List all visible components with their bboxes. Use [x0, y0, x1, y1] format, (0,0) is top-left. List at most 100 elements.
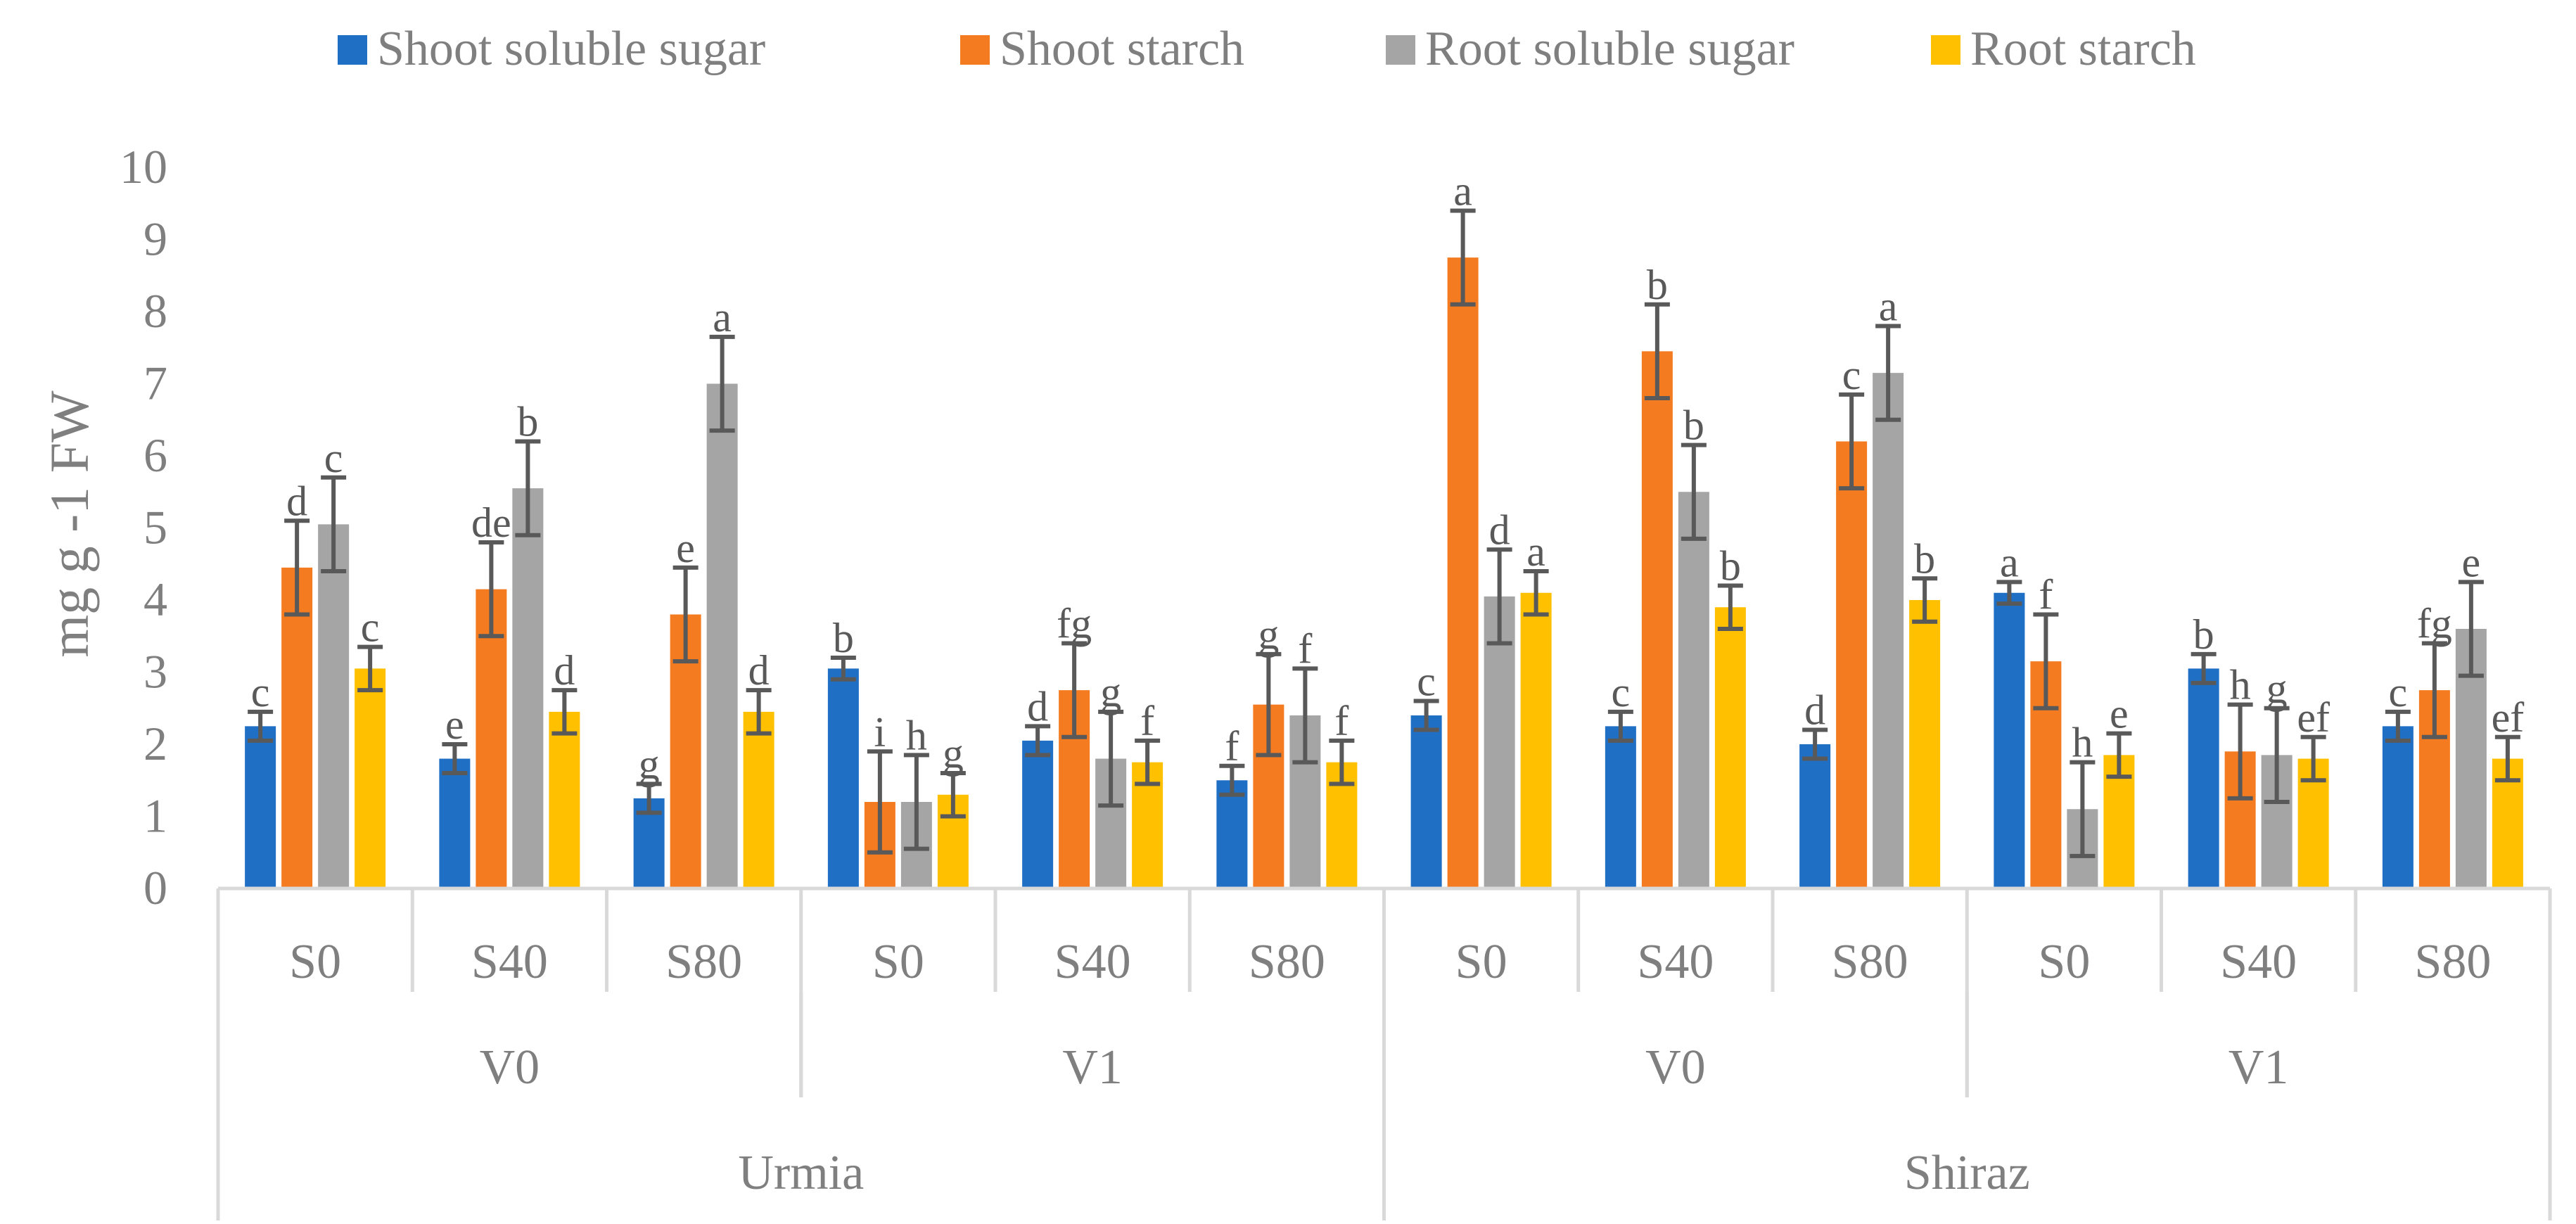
significance-letter: f: [1334, 698, 1348, 744]
bar: [1994, 592, 2025, 888]
bar: [2188, 668, 2219, 888]
bar: [1836, 441, 1868, 888]
significance-letter: d: [1027, 683, 1048, 729]
y-tick-label: 3: [144, 645, 167, 699]
y-tick-label: 0: [144, 861, 167, 914]
significance-letter: e: [2110, 691, 2129, 737]
significance-letter: c: [251, 669, 270, 715]
bar: [1520, 592, 1552, 888]
significance-letter: fg: [2417, 601, 2452, 647]
significance-letter: b: [1647, 262, 1668, 308]
significance-letter: b: [2193, 611, 2214, 658]
legend: Shoot soluble sugar Shoot starch Root solu…: [338, 22, 2196, 76]
bar: [2382, 726, 2414, 888]
bar: [1605, 726, 1636, 888]
x-category-label: S80: [1832, 935, 1908, 989]
y-axis-label: mg g -1 FW: [39, 390, 100, 658]
bar: [439, 758, 471, 888]
significance-letter: de: [471, 499, 511, 546]
y-tick-label: 4: [144, 573, 167, 626]
bar: [1410, 715, 1442, 888]
y-tick-label: 6: [144, 428, 167, 482]
x-group-label: Shiraz: [1904, 1146, 2030, 1200]
y-axis-ticks: 0 1 2 3 4 5 6 7 8 9 10: [120, 140, 167, 914]
significance-letter: d: [1804, 687, 1825, 734]
x-axis: S0 S40 S80 S0 S40 S80 S0 S40 S80 S0 S40 S80 V0 V1 Urmi…: [216, 886, 2552, 1220]
significance-letter: g: [1100, 669, 1121, 715]
x-category-label: S40: [1637, 935, 1714, 989]
significance-letter: f: [1298, 625, 1312, 672]
bar: [512, 488, 544, 888]
x-subgroup-label: V0: [480, 1040, 540, 1095]
bar: [549, 711, 580, 888]
bar: [1678, 492, 1709, 888]
y-tick-label: 2: [144, 717, 167, 770]
y-tick-label: 10: [120, 140, 167, 193]
bar: [245, 726, 276, 888]
significance-letter: ef: [2492, 694, 2525, 741]
significance-letter: b: [517, 399, 538, 445]
significance-letter: g: [943, 730, 964, 777]
x-category-label: S0: [289, 935, 341, 989]
significance-letter: g: [2266, 665, 2288, 712]
significance-letter: a: [1526, 528, 1545, 575]
significance-letter: e: [676, 525, 695, 571]
significance-letter: fg: [1057, 601, 1092, 647]
significance-letter: d: [748, 647, 770, 694]
significance-letter: d: [286, 478, 307, 524]
bars: [245, 257, 2523, 888]
significance-letter: g: [1258, 611, 1279, 658]
significance-letter: c: [2389, 669, 2408, 715]
significance-letter: f: [2039, 572, 2053, 618]
bar: [1022, 740, 1054, 888]
error-bars: [248, 208, 2520, 858]
significance-letter: h: [2230, 662, 2251, 708]
bar: [1909, 600, 1941, 888]
bar: [1799, 744, 1831, 888]
x-category-label: S80: [2414, 935, 2491, 989]
legend-swatch: [1386, 35, 1415, 65]
bar: [1714, 607, 1746, 888]
y-tick-label: 9: [144, 212, 167, 266]
significance-letter: f: [1225, 723, 1239, 770]
significance-letter: i: [874, 708, 886, 755]
x-category-label: S40: [471, 935, 548, 989]
bar: [1447, 257, 1479, 888]
legend-label: Shoot starch: [1000, 22, 1244, 76]
legend-swatch: [960, 35, 990, 65]
significance-letter: c: [1842, 352, 1861, 398]
significance-letter: c: [361, 604, 380, 651]
legend-swatch: [1931, 35, 1960, 65]
bar: [1873, 373, 1904, 888]
significance-letter: h: [906, 712, 927, 758]
significance-letter: a: [1453, 168, 1472, 215]
x-category-label: S0: [2038, 935, 2090, 989]
x-subgroup-label: V1: [1062, 1040, 1123, 1095]
significance-letter: a: [1879, 283, 1898, 330]
bar: [743, 711, 774, 888]
significance-letter: a: [2000, 539, 2019, 585]
significance-letter: ef: [2297, 694, 2330, 741]
bar: [1216, 780, 1248, 888]
y-tick-label: 5: [144, 501, 167, 554]
significance-letter: c: [324, 435, 343, 481]
x-subgroup-label: V1: [2229, 1040, 2289, 1095]
significance-letter: f: [1140, 698, 1154, 744]
legend-swatch: [338, 35, 367, 65]
significance-letter: e: [2462, 539, 2481, 585]
significance-letter: b: [1914, 535, 1935, 582]
x-category-label: S0: [872, 935, 924, 989]
x-category-label: S80: [1249, 935, 1325, 989]
significance-letter: h: [2072, 720, 2093, 766]
legend-label: Root starch: [1970, 22, 2196, 76]
bar: [827, 668, 859, 888]
significance-letter: e: [445, 701, 464, 748]
x-category-label: S40: [2220, 935, 2297, 989]
x-subgroup-label: V0: [1645, 1040, 1706, 1095]
y-tick-label: 8: [144, 284, 167, 338]
significance-letter: b: [1720, 543, 1741, 589]
bar: [706, 383, 738, 888]
legend-label: Shoot soluble sugar: [377, 22, 765, 76]
